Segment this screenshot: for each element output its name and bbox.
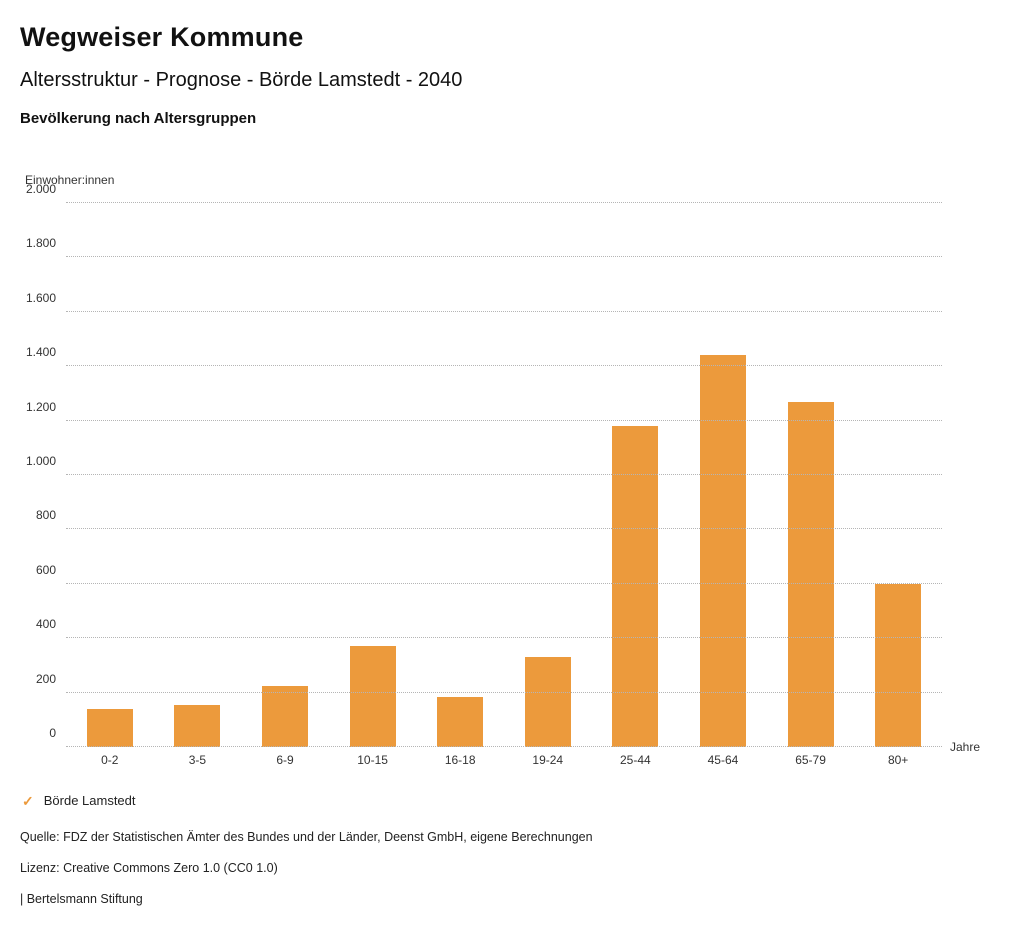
x-tick-label: 80+	[887, 753, 909, 767]
bar-16-18[interactable]	[437, 696, 484, 747]
x-labels: 0-2 3-5 6-9 10-15 16-18 19-24 25-44 45-64 65-79 8…	[66, 753, 942, 767]
bar-6-9[interactable]	[261, 685, 308, 747]
gridline	[66, 691, 942, 693]
chart-heading: Bevölkerung nach Altersgruppen	[20, 110, 257, 127]
y-tick-label: 600	[35, 562, 56, 577]
gridline	[66, 419, 942, 421]
bar-column	[416, 203, 504, 747]
bar-3-5[interactable]	[174, 704, 221, 747]
legend-item-boerde-lamstedt[interactable]: ✓ Börde Lamstedt	[22, 793, 1004, 808]
bar-10-15[interactable]	[349, 646, 396, 747]
gridline	[66, 582, 942, 584]
bar-column	[241, 203, 329, 747]
license-text: Lizenz: Creative Commons Zero 1.0 (CC0 1…	[20, 861, 278, 875]
gridline	[66, 365, 942, 367]
x-tick-label: 10-15	[357, 753, 388, 767]
x-tick-label: 6-9	[276, 753, 294, 767]
bar-0-2[interactable]	[86, 708, 133, 747]
x-tick-label: 25-44	[620, 753, 651, 767]
bar-25-44[interactable]	[612, 426, 659, 747]
source-text: Quelle: FDZ der Statistischen Ämter des …	[20, 830, 593, 844]
page-subtitle: Altersstruktur - Prognose - Börde Lamste…	[20, 69, 463, 91]
x-tick-label: 0-2	[101, 753, 119, 767]
bar-column	[854, 203, 942, 747]
gridline	[66, 637, 942, 639]
x-tick-label: 3-5	[188, 753, 207, 767]
page-title: Wegweiser Kommune	[20, 22, 304, 52]
gridline	[66, 746, 942, 747]
y-axis-title: Einwohner:innen	[25, 173, 115, 187]
y-tick-label: 1.000	[25, 454, 56, 468]
attribution-text: | Bertelsmann Stiftung	[20, 892, 143, 906]
bar-80+[interactable]	[875, 583, 922, 747]
bar-column	[592, 203, 680, 747]
y-tick-label: 1.200	[25, 399, 56, 414]
gridline	[66, 256, 942, 258]
y-tick-label: 200	[35, 671, 56, 686]
y-tick-label: 2.000	[25, 182, 56, 196]
bars-container	[66, 203, 942, 747]
gridline	[66, 202, 942, 203]
check-icon: ✓	[22, 792, 34, 809]
y-tick-label: 400	[35, 617, 56, 632]
x-tick-label: 19-24	[532, 753, 564, 767]
bar-column	[679, 203, 767, 747]
legend-label: Börde Lamstedt	[43, 793, 136, 808]
bar-column	[767, 203, 855, 747]
bar-65-79[interactable]	[787, 401, 834, 747]
gridline	[66, 528, 942, 530]
y-tick-label: 1.600	[25, 290, 56, 305]
bar-column	[504, 203, 592, 747]
bar-45-64[interactable]	[699, 355, 746, 747]
bar-column	[154, 203, 242, 747]
bar-column	[66, 203, 154, 747]
x-axis-title: Jahre	[950, 740, 981, 754]
y-tick-label: 0	[49, 726, 56, 740]
bar-19-24[interactable]	[524, 657, 571, 747]
bar-column	[329, 203, 417, 747]
x-tick-label: 45-64	[707, 753, 739, 767]
y-tick-label: 800	[35, 508, 56, 523]
y-tick-label: 1.400	[25, 345, 56, 360]
x-tick-label: 16-18	[444, 753, 476, 767]
gridline	[66, 310, 942, 312]
footer: Quelle: FDZ der Statistischen Ämter des …	[20, 830, 1004, 906]
bar-chart: Jahre 0 200 400 600 800 1.000 1.200 1.400 1.600 1…	[26, 182, 980, 767]
y-tick-label: 1.800	[25, 236, 56, 251]
plot: Jahre 0 200 400 600 800 1.000 1.200 1.400 1.600 1…	[26, 182, 980, 754]
x-tick-label: 65-79	[795, 753, 826, 767]
gridline	[66, 474, 942, 475]
